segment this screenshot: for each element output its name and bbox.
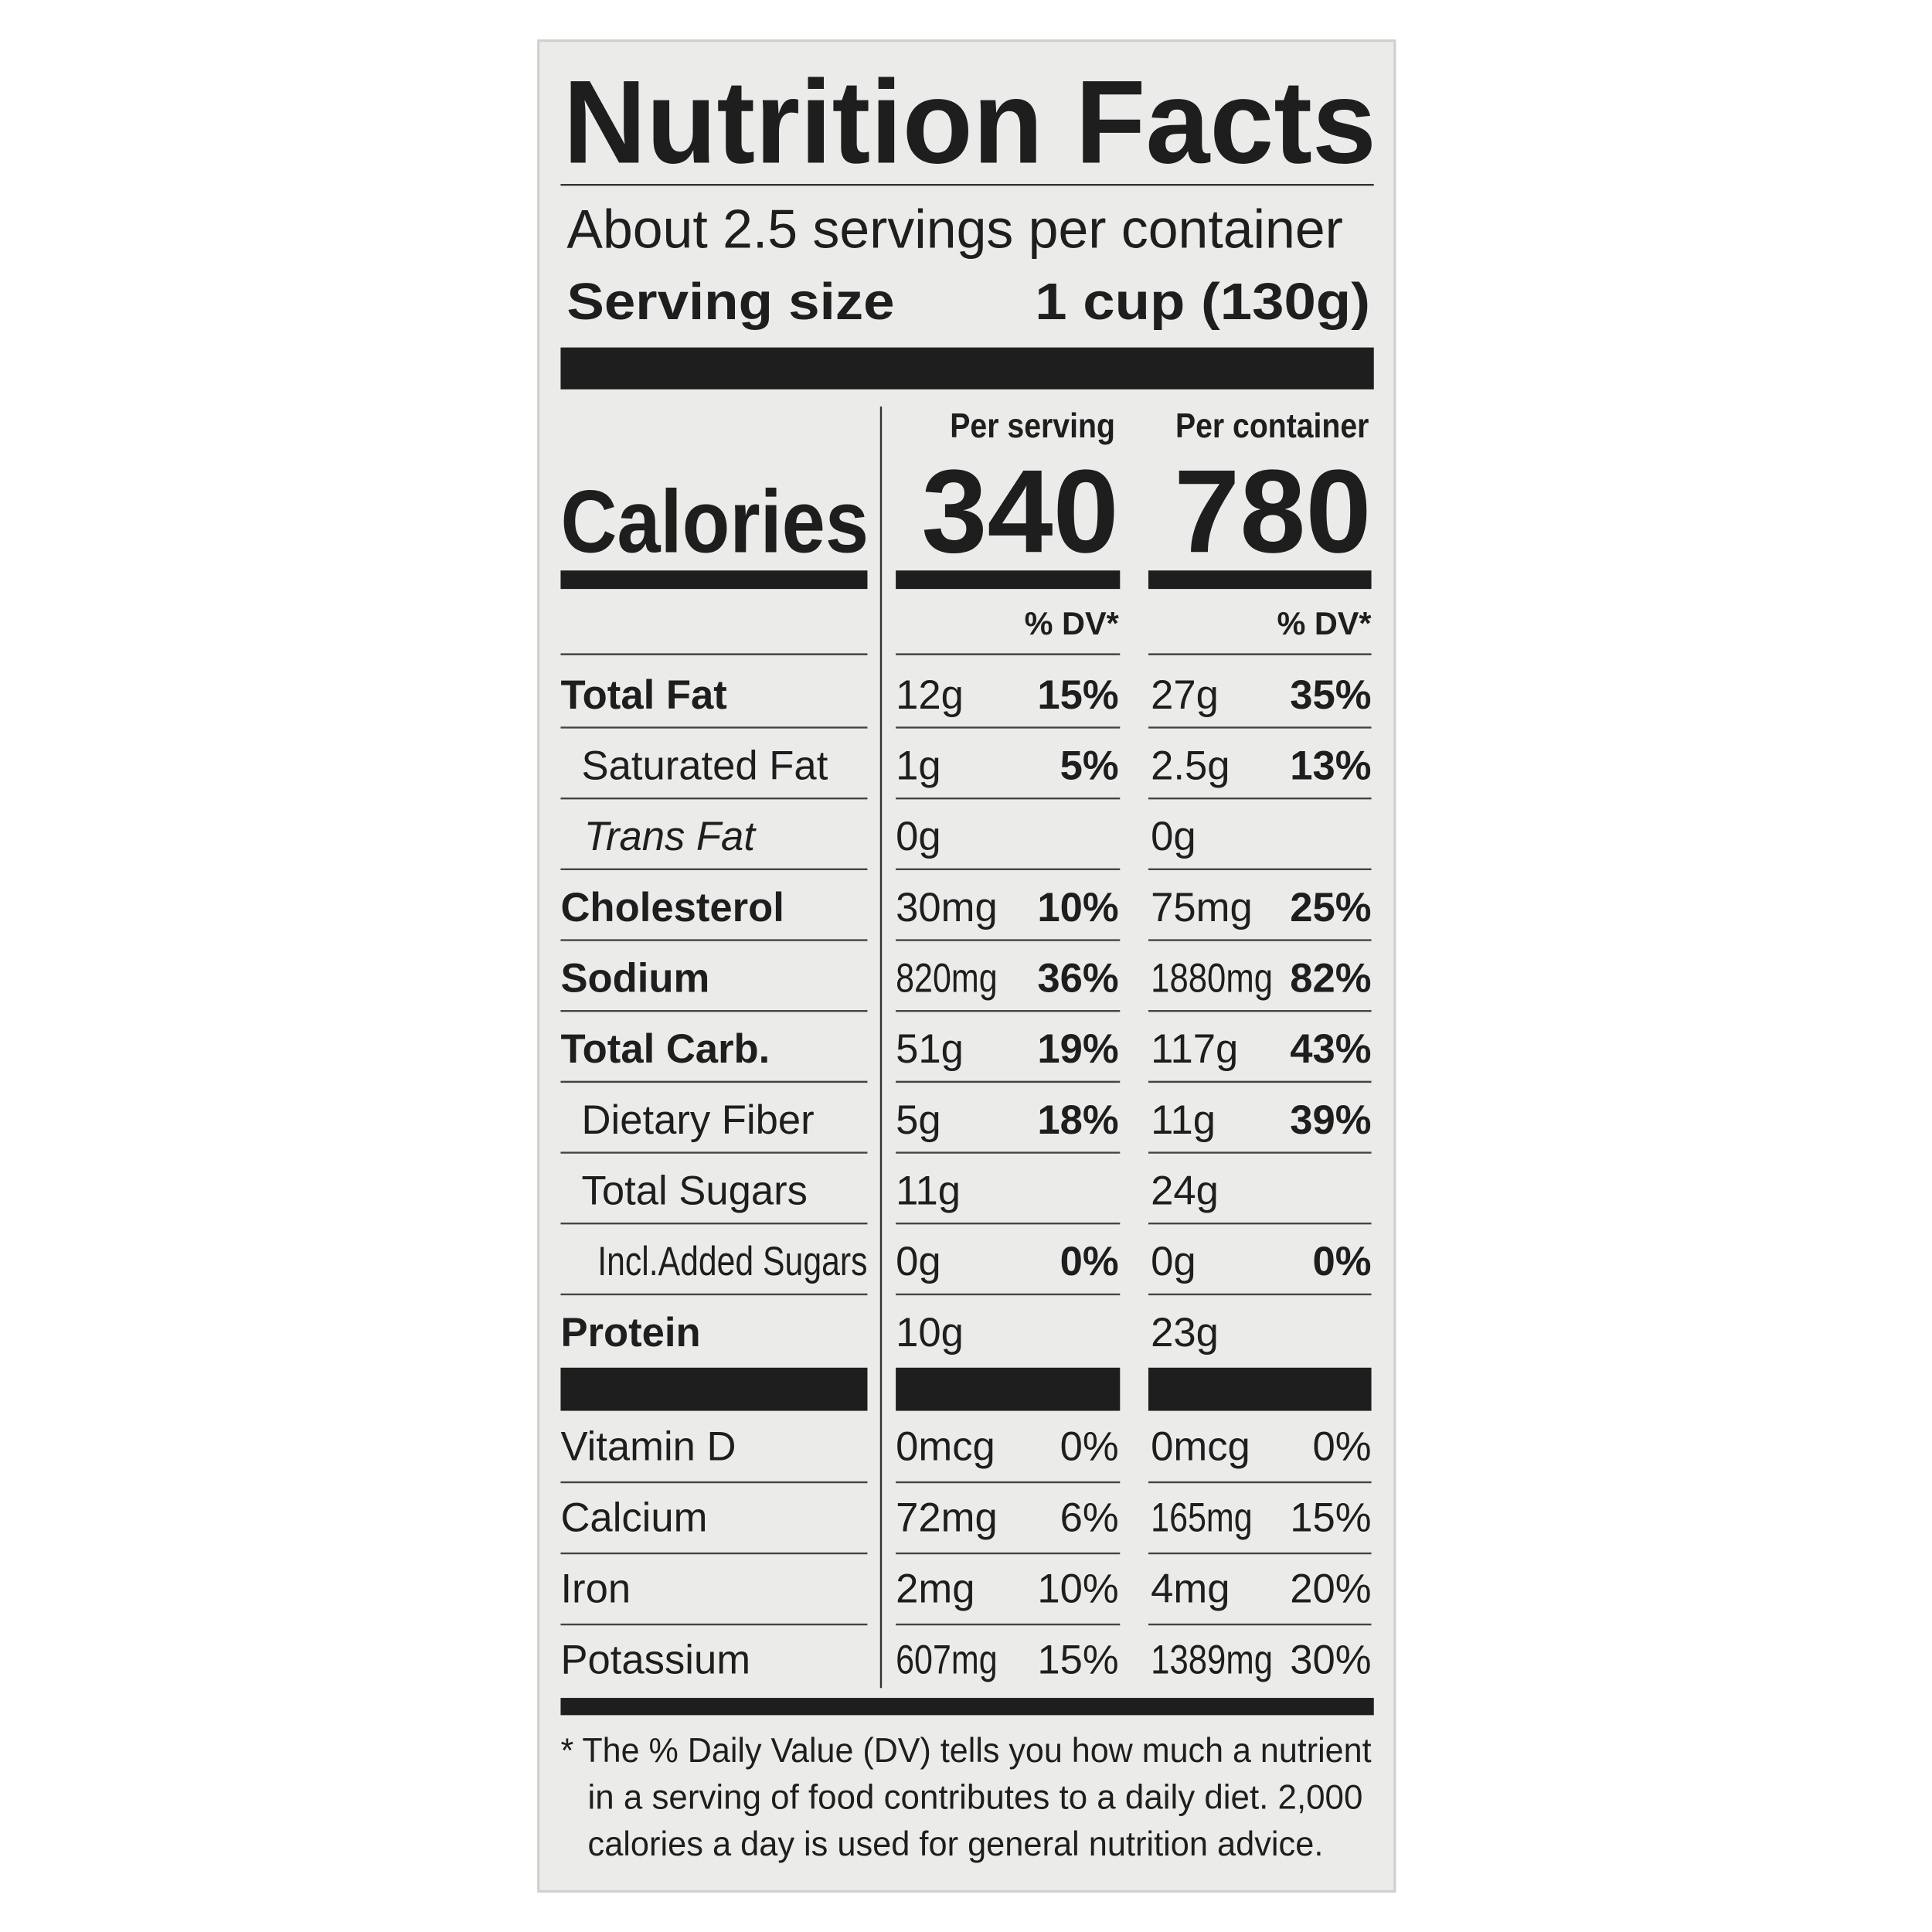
amount: 30mg [896, 885, 998, 930]
nutrient-name: Iron [560, 1566, 631, 1611]
nutrient-name: Protein [560, 1310, 700, 1355]
amount: 0g [1151, 814, 1196, 859]
calories-label: Calories [560, 472, 869, 571]
bar [896, 1367, 1121, 1411]
nutrient-name: Saturated Fat [582, 743, 828, 788]
nutrient-name: Sodium [560, 955, 709, 1001]
amount: 0mcg [896, 1423, 995, 1469]
amount: 10g [896, 1310, 964, 1355]
daily-value: 43% [1290, 1026, 1371, 1072]
nutrient-name: Dietary Fiber [582, 1097, 815, 1143]
column-header: Per serving [950, 407, 1115, 445]
bar [560, 1367, 868, 1411]
amount: 5g [896, 1097, 941, 1143]
daily-value: 30% [1290, 1637, 1371, 1682]
bar [1148, 1367, 1372, 1411]
thick-bar [560, 1698, 1374, 1716]
amount: 0g [896, 814, 941, 859]
amount: 12g [896, 672, 964, 718]
nutrient-name: Total Sugars [582, 1168, 808, 1214]
nutrient-name: Cholesterol [560, 885, 784, 930]
amount: 0mcg [1151, 1423, 1250, 1469]
footnote: calories a day is used for general nutri… [588, 1825, 1324, 1863]
footnote: in a serving of food contributes to a da… [588, 1779, 1363, 1817]
daily-value: 15% [1037, 1637, 1118, 1682]
amount: 2mg [896, 1566, 975, 1611]
nutrient-name: Potassium [560, 1637, 750, 1682]
amount: 27g [1151, 672, 1219, 718]
nutrient-name: Vitamin D [560, 1423, 736, 1469]
servings-per-container: About 2.5 servings per container [566, 198, 1342, 259]
daily-value: 15% [1037, 672, 1118, 718]
amount: 1389mg [1151, 1637, 1273, 1682]
daily-value: 25% [1290, 885, 1371, 930]
amount: 165mg [1151, 1495, 1253, 1540]
daily-value: 19% [1037, 1026, 1118, 1072]
amount: 820mg [896, 955, 998, 1001]
amount: 0g [1151, 1239, 1196, 1284]
amount: 117g [1151, 1026, 1238, 1072]
daily-value: 15% [1290, 1495, 1371, 1540]
amount: 2.5g [1151, 743, 1230, 788]
column-header: Per container [1175, 407, 1369, 445]
thick-bar [560, 347, 1374, 389]
daily-value: 6% [1060, 1495, 1119, 1540]
calories-value: 340 [921, 445, 1118, 577]
bar [896, 570, 1121, 590]
amount: 72mg [896, 1495, 998, 1540]
daily-value: 0% [1060, 1239, 1119, 1284]
daily-value: 82% [1290, 955, 1371, 1001]
amount: 75mg [1151, 885, 1253, 930]
daily-value: 18% [1037, 1097, 1118, 1143]
amount: 23g [1151, 1310, 1219, 1355]
daily-value: 10% [1037, 1566, 1118, 1611]
amount: 24g [1151, 1168, 1219, 1214]
daily-value: 20% [1290, 1566, 1371, 1611]
amount: 11g [1151, 1097, 1216, 1143]
amount: 0g [896, 1239, 941, 1284]
daily-value: 13% [1290, 743, 1371, 788]
daily-value: 36% [1037, 955, 1118, 1001]
dv-header: % DV* [1025, 605, 1120, 641]
nutrient-name: Total Carb. [560, 1026, 770, 1072]
daily-value: 10% [1037, 885, 1118, 930]
daily-value: 39% [1290, 1097, 1371, 1143]
daily-value: 0% [1313, 1423, 1372, 1469]
amount: 11g [896, 1168, 961, 1214]
title: Nutrition Facts [563, 56, 1376, 188]
nutrient-name: Calcium [560, 1495, 707, 1540]
bar [1148, 570, 1372, 590]
bar [560, 570, 868, 590]
calories-value: 780 [1174, 445, 1371, 577]
daily-value: 0% [1313, 1239, 1372, 1284]
nutrient-name: Total Fat [560, 672, 726, 718]
serving-size-label: Serving size [566, 273, 894, 331]
footnote: * The % Daily Value (DV) tells you how m… [560, 1732, 1372, 1770]
dv-header: % DV* [1277, 605, 1372, 641]
amount: 607mg [896, 1637, 998, 1682]
daily-value: 35% [1290, 672, 1371, 718]
daily-value: 0% [1060, 1423, 1119, 1469]
serving-size-value: 1 cup (130g) [1035, 273, 1370, 331]
nutrient-name: Trans Fat [584, 814, 757, 859]
amount: 1g [896, 743, 941, 788]
amount: 4mg [1151, 1566, 1230, 1611]
rows: Total Fat 12g 15% 27g 35% Saturated Fat 1g 5% 2.… [560, 653, 1372, 1863]
amount: 1880mg [1151, 955, 1273, 1001]
amount: 51g [896, 1026, 964, 1072]
nutrient-name: Incl.Added Sugars [597, 1239, 867, 1284]
daily-value: 5% [1060, 743, 1119, 788]
